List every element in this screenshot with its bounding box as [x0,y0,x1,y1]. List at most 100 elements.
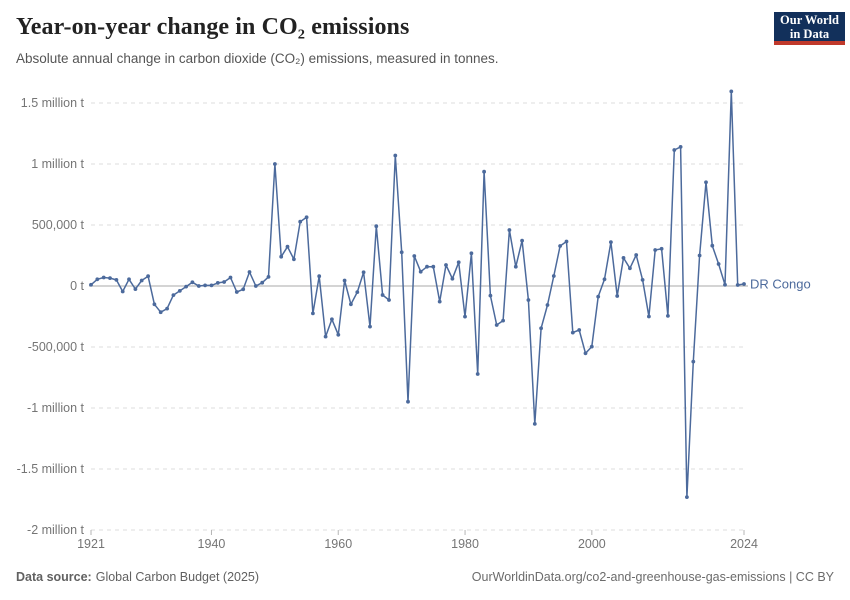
data-point[interactable] [342,278,347,283]
data-point[interactable] [336,332,341,337]
data-point[interactable] [570,330,575,335]
data-point[interactable] [203,283,208,288]
data-point[interactable] [101,275,106,280]
data-point[interactable] [501,318,505,323]
data-point[interactable] [678,145,683,149]
data-point[interactable] [247,270,252,274]
data-point[interactable] [564,239,569,244]
data-point[interactable] [266,275,271,279]
data-point[interactable] [640,278,645,282]
data-point[interactable] [139,278,144,283]
data-point[interactable] [234,290,239,294]
data-point[interactable] [583,351,588,356]
data-point[interactable] [602,277,607,282]
data-point[interactable] [539,326,543,331]
data-point[interactable] [691,359,696,364]
data-point[interactable] [330,317,334,322]
data-point[interactable] [311,311,315,316]
data-point[interactable] [323,334,328,339]
data-point[interactable] [716,262,721,266]
data-point[interactable] [368,324,372,329]
data-point[interactable] [406,399,410,404]
data-point[interactable] [469,251,474,256]
data-point[interactable] [463,314,467,319]
data-point[interactable] [95,277,100,282]
data-point[interactable] [120,289,125,294]
data-point[interactable] [399,250,404,255]
data-point[interactable] [532,422,537,426]
data-point[interactable] [177,289,182,293]
data-point[interactable] [729,89,734,94]
data-point[interactable] [456,260,461,265]
data-point[interactable] [589,344,594,349]
data-point[interactable] [742,282,746,286]
data-point[interactable] [425,264,429,269]
data-point[interactable] [222,280,227,284]
data-point[interactable] [393,153,398,158]
data-point[interactable] [494,323,499,327]
data-point[interactable] [653,248,658,252]
footer-citation-link[interactable]: OurWorldinData.org/co2-and-greenhouse-ga… [471,570,834,584]
data-point[interactable] [551,274,556,278]
data-point[interactable] [437,299,442,304]
data-point[interactable] [196,284,201,288]
data-point[interactable] [659,246,664,251]
data-point[interactable] [431,264,436,269]
data-point[interactable] [558,244,562,248]
data-point[interactable] [273,162,277,166]
data-point[interactable] [507,228,512,232]
data-point[interactable] [482,169,486,174]
data-point[interactable] [260,280,265,285]
data-point[interactable] [184,284,189,289]
data-point[interactable] [412,254,417,258]
data-point[interactable] [374,224,379,229]
data-point[interactable] [361,270,366,275]
data-point[interactable] [158,310,163,315]
data-point[interactable] [444,263,448,267]
data-point[interactable] [152,302,157,307]
data-point[interactable] [621,256,626,260]
data-point[interactable] [545,303,550,307]
data-point[interactable] [634,253,639,257]
data-point[interactable] [596,294,601,299]
data-point[interactable] [685,495,689,499]
data-point[interactable] [133,287,138,291]
data-point[interactable] [710,243,715,248]
data-point[interactable] [279,254,284,259]
data-point[interactable] [704,180,708,185]
data-point[interactable] [615,294,620,298]
data-point[interactable] [292,257,296,262]
data-point[interactable] [298,219,303,224]
data-point[interactable] [215,281,220,285]
data-point[interactable] [418,269,423,274]
data-point[interactable] [513,264,518,269]
data-point[interactable] [609,240,613,245]
data-point[interactable] [628,266,632,271]
data-point[interactable] [647,314,651,319]
data-point[interactable] [114,278,119,282]
data-point[interactable] [190,280,195,285]
data-point[interactable] [735,283,740,287]
data-point[interactable] [355,290,360,294]
data-point[interactable] [672,148,677,152]
data-point[interactable] [209,283,214,288]
data-point[interactable] [304,215,309,220]
data-point[interactable] [108,276,112,280]
entity-label[interactable]: DR Congo [750,277,811,292]
data-point[interactable] [253,284,258,288]
data-point[interactable] [450,276,455,281]
data-point[interactable] [317,274,322,279]
data-point[interactable] [349,302,353,307]
data-point[interactable] [520,238,524,243]
data-point[interactable] [241,287,246,292]
data-point[interactable] [285,244,290,249]
data-point[interactable] [146,274,151,279]
data-point[interactable] [387,298,391,302]
data-point[interactable] [127,277,131,282]
data-point[interactable] [488,293,493,298]
data-point[interactable] [577,328,582,332]
data-point[interactable] [526,298,531,302]
data-point[interactable] [171,293,176,297]
data-point[interactable] [723,282,727,287]
data-point[interactable] [228,275,233,280]
